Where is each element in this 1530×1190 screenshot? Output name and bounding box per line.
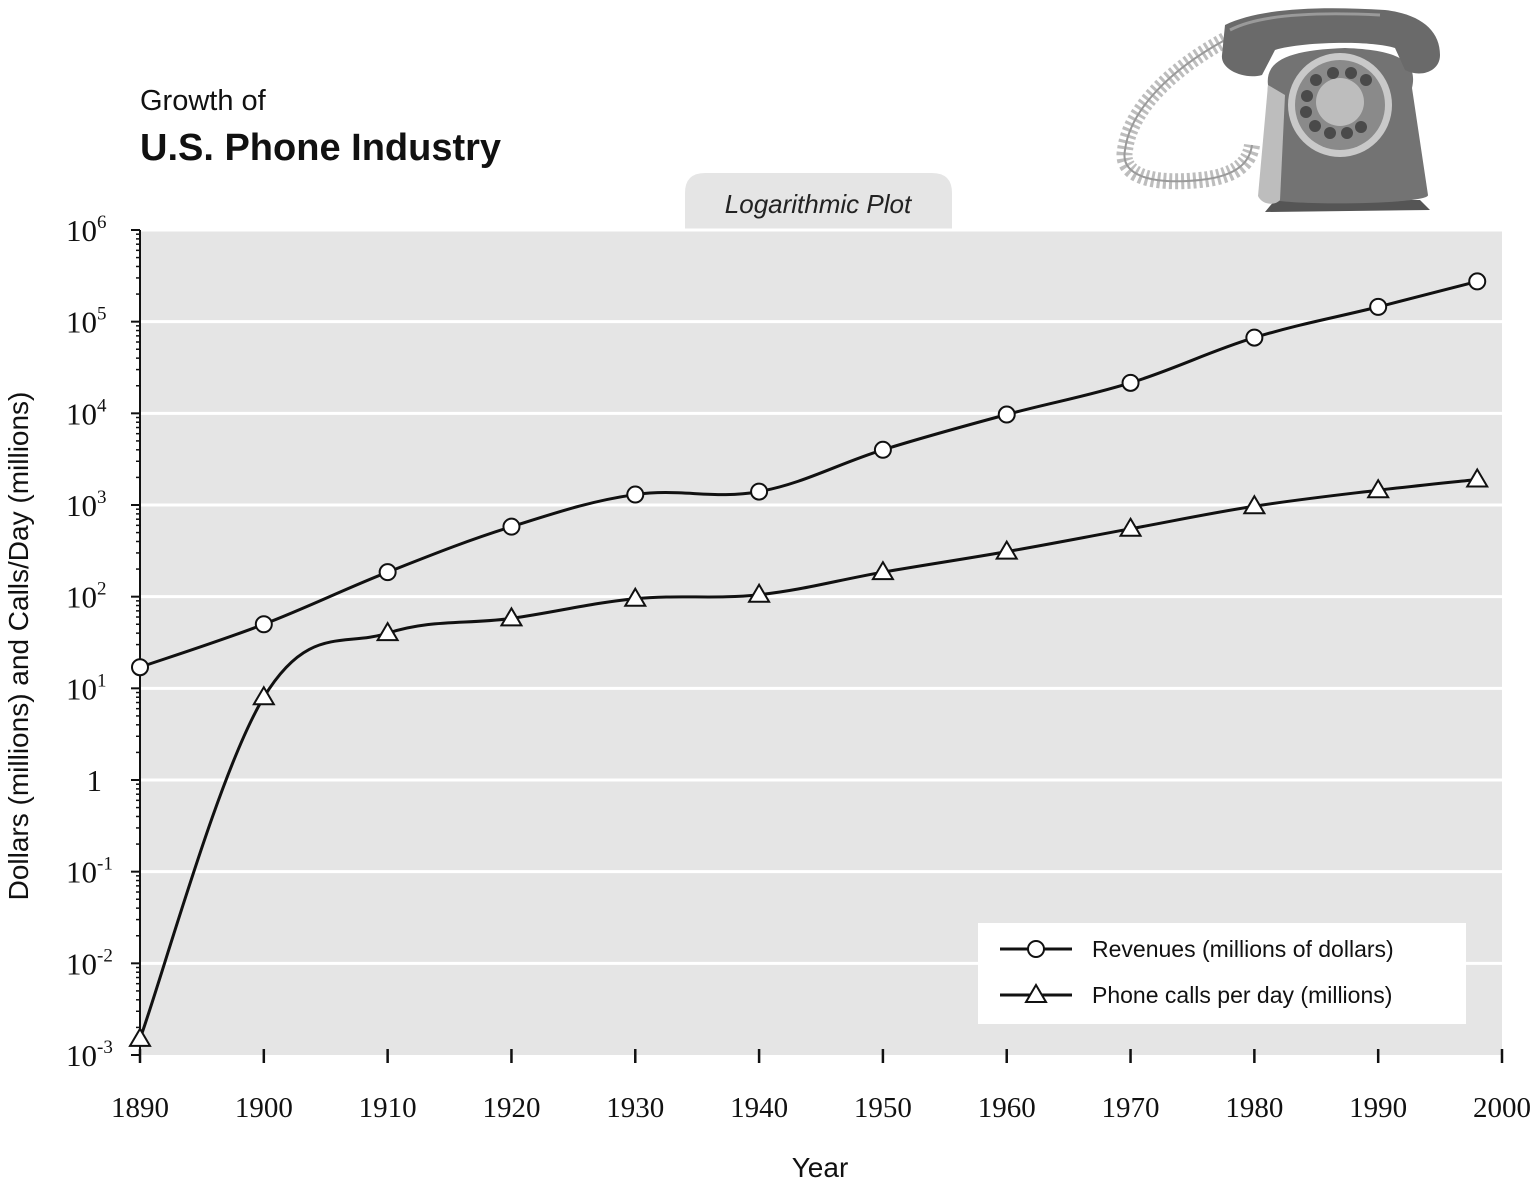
- axes: 10-3 10-2 10-1 1 101 102 103 104 105 106 1890 1900 1…: [66, 212, 1530, 1124]
- calls-point: [499, 606, 524, 627]
- revenue-point: [626, 485, 645, 504]
- calls-point: [252, 685, 276, 706]
- y-tick-label: 102: [66, 579, 107, 615]
- y-tick-label: 10-1: [66, 854, 113, 890]
- x-tick-label: 1970: [1102, 1092, 1160, 1124]
- tab-label: Logarithmic Plot: [725, 189, 913, 219]
- calls-point: [994, 539, 1019, 560]
- x-tick-label: 1990: [1349, 1092, 1407, 1124]
- revenue-point: [1121, 373, 1140, 392]
- legend: Revenues (millions of dollars) Phone cal…: [978, 923, 1466, 1024]
- y-axis-label: Dollars (millions) and Calls/Day (millio…: [3, 392, 34, 901]
- logarithmic-plot-tab: Logarithmic Plot: [685, 173, 952, 230]
- calls-point: [128, 1026, 152, 1047]
- y-tick-label: 101: [66, 670, 107, 706]
- plot-area: [140, 230, 1502, 1055]
- series-markers: [128, 272, 1489, 1047]
- calls-point: [1118, 516, 1143, 537]
- revenue-point: [873, 440, 892, 459]
- x-tick-label: 1940: [730, 1092, 788, 1124]
- revenue-point: [378, 563, 397, 582]
- y-tick-label: 105: [66, 304, 107, 340]
- grid-lines: [140, 228, 1502, 965]
- revenue-point: [502, 517, 521, 536]
- legend-box: [978, 923, 1466, 1024]
- y-tick-label: 1: [87, 763, 103, 798]
- calls-point: [871, 560, 895, 581]
- x-tick-label: 1960: [978, 1092, 1036, 1124]
- x-tick-label: 2000: [1473, 1092, 1530, 1124]
- revenue-point: [750, 482, 769, 501]
- x-tick-label: 1950: [854, 1092, 912, 1124]
- calls-point: [1366, 478, 1390, 499]
- revenue-point: [1468, 272, 1487, 291]
- x-tick-label: 1980: [1225, 1092, 1283, 1124]
- revenue-point: [254, 615, 273, 634]
- chart-title: U.S. Phone Industry: [140, 127, 501, 169]
- revenue-point: [997, 405, 1016, 424]
- calls-point: [1465, 467, 1489, 488]
- x-tick-label: 1900: [235, 1092, 293, 1124]
- calls-point: [747, 582, 771, 603]
- x-tick-label: 1920: [482, 1092, 540, 1124]
- revenue-point: [1369, 297, 1388, 316]
- revenue-point: [131, 658, 149, 677]
- legend-marker-revenues: [1027, 940, 1045, 958]
- x-axis-label: Year: [792, 1152, 849, 1183]
- y-tick-label: 106: [66, 212, 107, 248]
- rotary-phone-icon: [1116, 8, 1440, 212]
- calls-point: [375, 621, 400, 642]
- legend-label-revenues: Revenues (millions of dollars): [1092, 936, 1394, 962]
- calls-point: [1242, 494, 1267, 515]
- legend-label-calls: Phone calls per day (millions): [1092, 982, 1392, 1008]
- x-tick-label: 1890: [111, 1092, 169, 1124]
- calls-point: [623, 586, 648, 607]
- chart-subtitle: Growth of: [140, 85, 267, 117]
- x-tick-label: 1930: [606, 1092, 664, 1124]
- y-tick-label: 10-2: [66, 945, 113, 981]
- y-tick-label: 10-3: [66, 1037, 113, 1073]
- revenue-point: [1245, 328, 1264, 347]
- y-tick-label: 104: [66, 395, 107, 431]
- y-tick-label: 103: [66, 487, 107, 523]
- legend-marker-calls: [1024, 983, 1048, 1003]
- x-tick-label: 1910: [359, 1092, 417, 1124]
